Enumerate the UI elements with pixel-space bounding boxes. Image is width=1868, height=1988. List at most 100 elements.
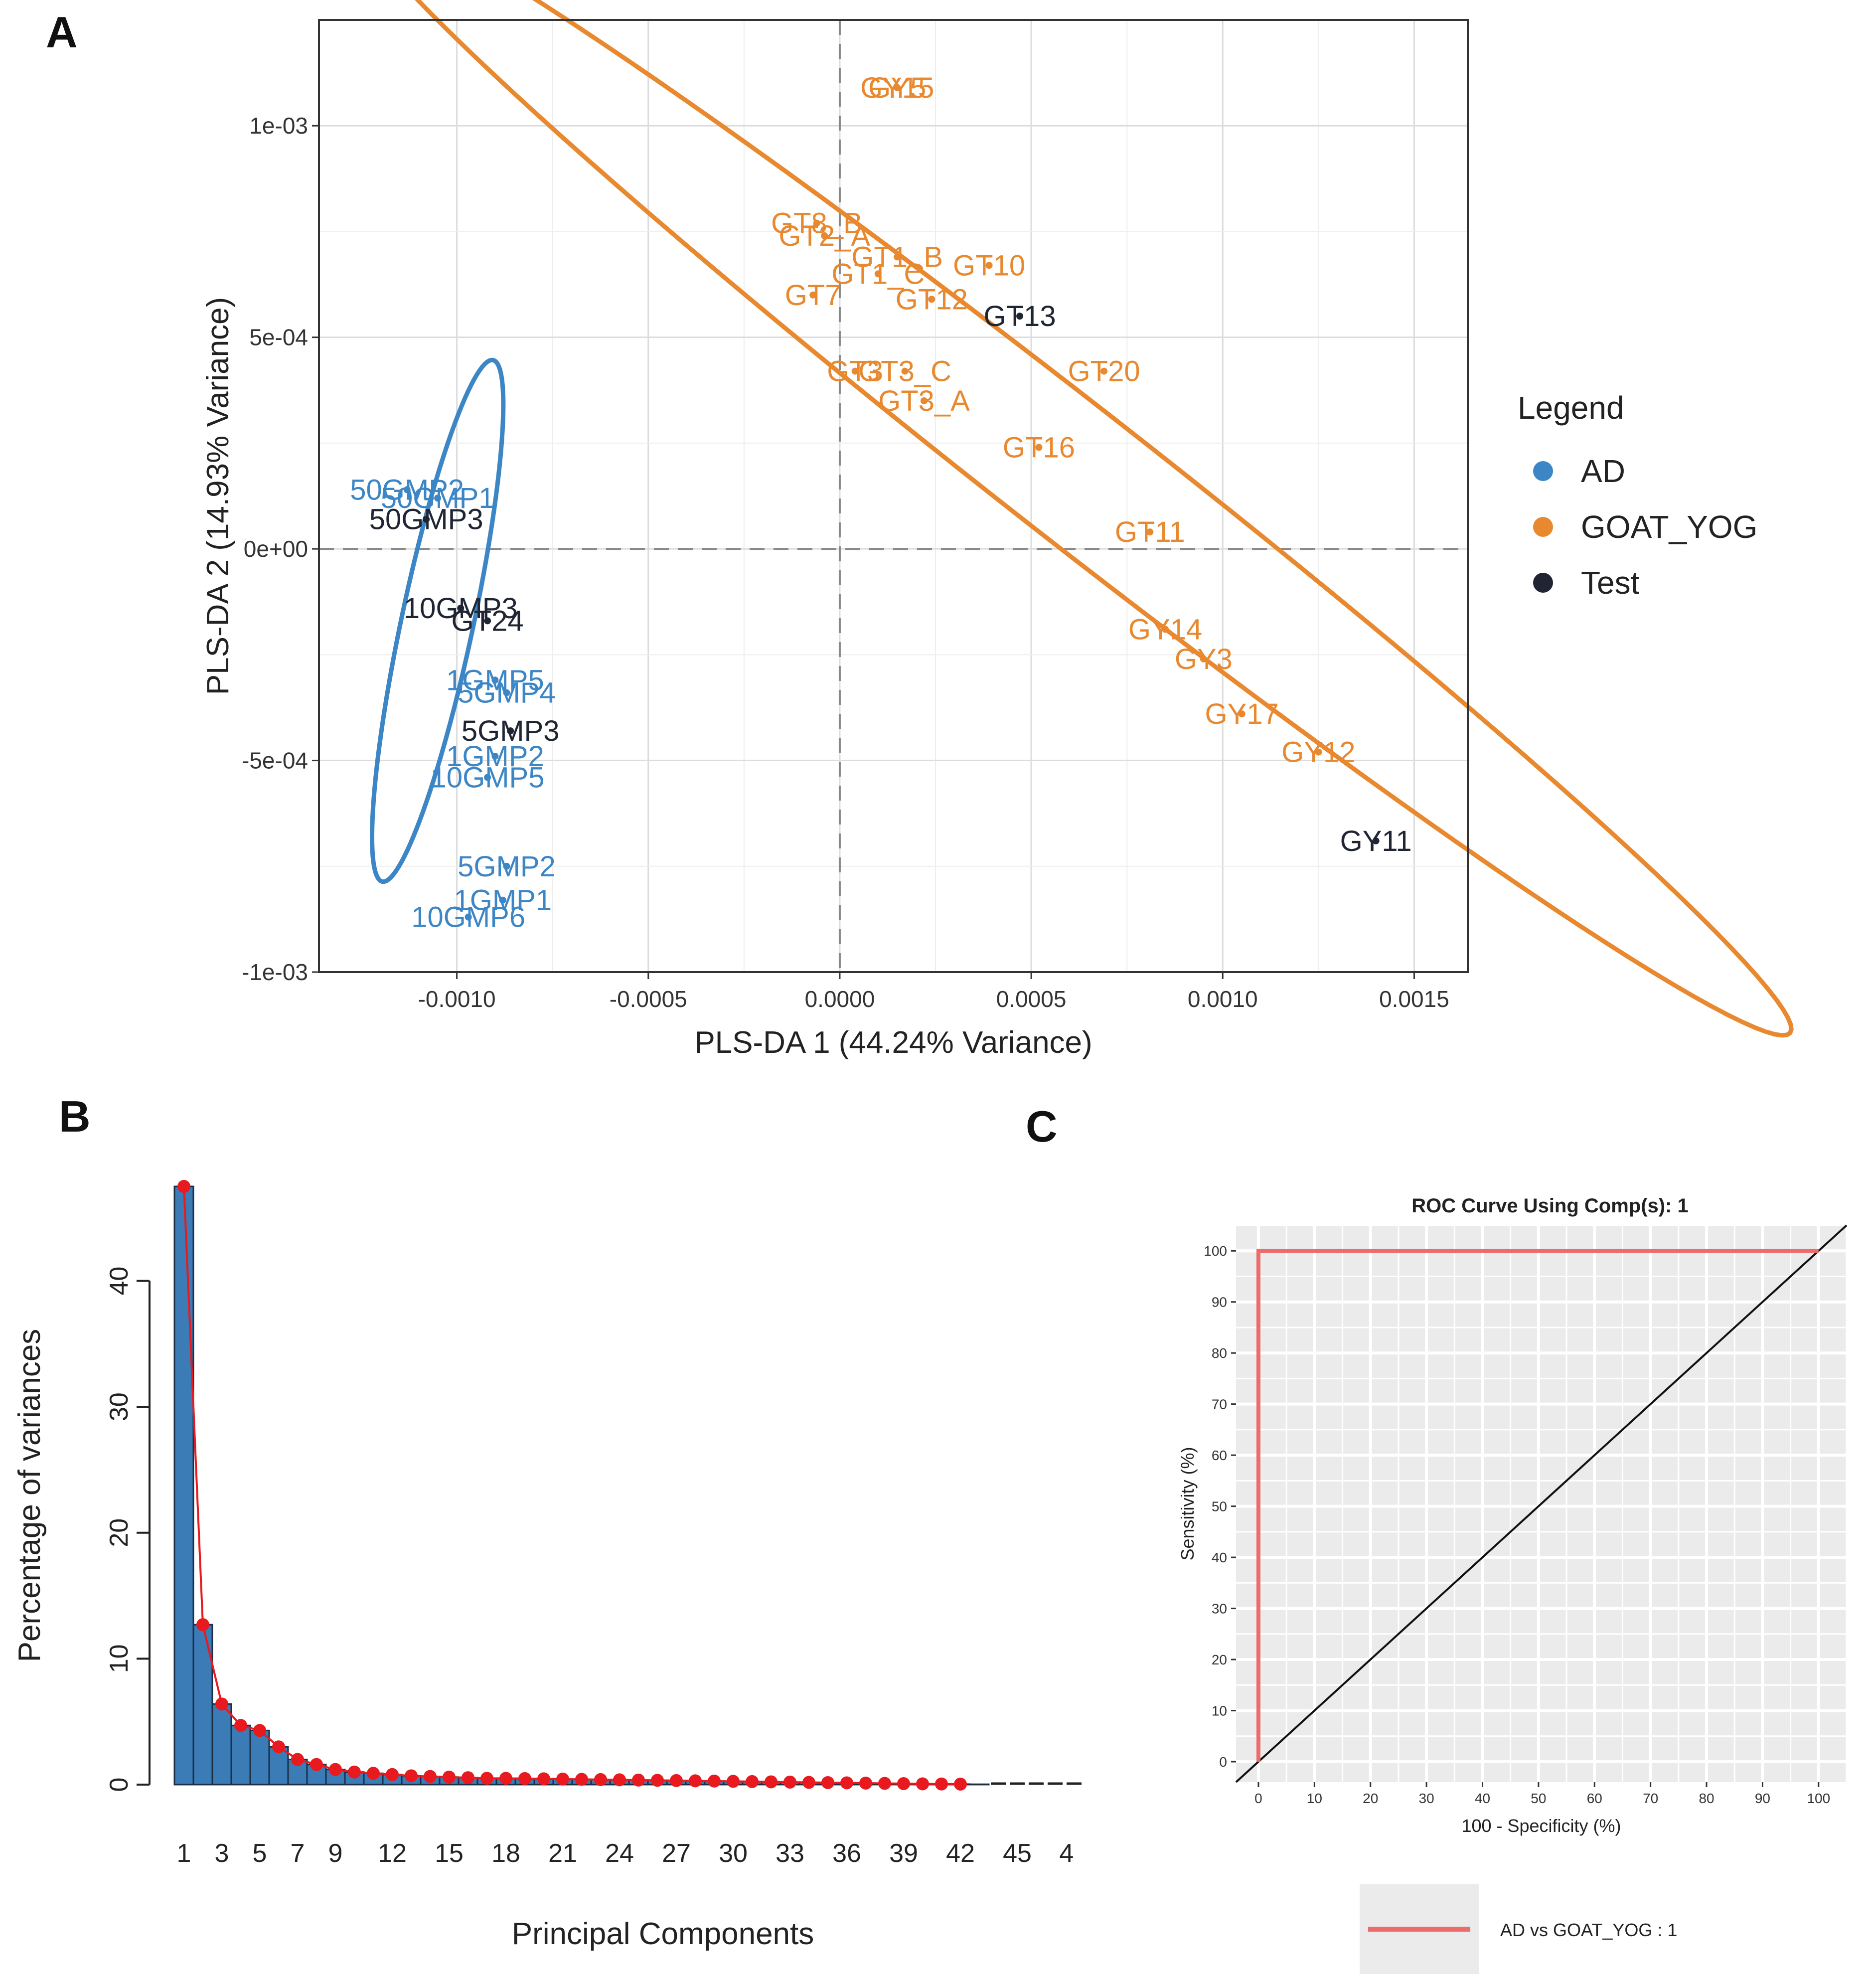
data-point [1315,748,1322,756]
panel-a-ellipses [369,0,1794,1038]
x-tick-label: 7 [291,1839,305,1868]
x-tick-label: 1 [177,1839,191,1868]
x-tick-label: 90 [1755,1791,1770,1806]
point-label: GY12 [1281,736,1355,769]
panel-a-y-axis-title: PLS-DA 2 (14.93% Variance) [201,297,235,695]
roc-curve [1256,1249,1819,1762]
point-label: GT8_B [771,207,863,239]
data-point [901,367,909,375]
y-tick-label: 30 [1212,1601,1227,1617]
y-tick-label: 0 [1219,1754,1227,1770]
dot [196,1618,209,1632]
trend-line [183,1186,961,1785]
point-label: 10GMP6 [411,901,525,934]
x-tick-label: 20 [1363,1791,1378,1806]
panel-a-legend: Legend AD GOAT_YOG Test [1518,390,1757,601]
dot [386,1768,399,1781]
y-tick-label: 0e+00 [244,536,308,562]
dot [367,1767,380,1780]
point-label: GY3 [1175,643,1233,675]
y-tick-label: 20 [105,1518,134,1547]
dot [840,1776,853,1790]
x-tick-label: 33 [776,1839,804,1868]
x-tick-label: 21 [548,1839,577,1868]
bar [969,1783,990,1786]
data-point [503,689,510,696]
panel-c-y-axis-title: Sensitivity (%) [1177,1447,1198,1560]
point-label: GY11 [1340,825,1412,857]
x-tick-label: 100 [1807,1791,1830,1806]
point-label: GT3_A [878,385,970,417]
data-point [1162,626,1169,633]
dot [499,1772,512,1785]
point-label: 1GMP1 [454,884,552,917]
dot [443,1770,456,1784]
panel-letter-c: C [1026,1102,1058,1151]
legend-label-ad: AD [1581,453,1625,489]
legend-label-roc: AD vs GOAT_YOG : 1 [1500,1920,1677,1940]
dot [253,1724,266,1737]
bar [211,1703,232,1786]
x-tick-label: 3 [215,1839,229,1868]
dot [916,1777,929,1791]
data-point [457,604,465,612]
dot [859,1776,872,1790]
point-label: GT1_C [831,258,925,290]
panel-a-x-axis-title: PLS-DA 1 (44.24% Variance) [694,1025,1092,1060]
dot [821,1776,834,1789]
point-label: 50GMP2 [350,474,464,506]
dot [537,1772,550,1786]
point-label: GT11 [1115,516,1185,548]
x-tick-label: 18 [491,1839,520,1868]
panel-a-y-ticks: -1e-03 -5e-04 0e+00 5e-04 1e-03 [242,113,319,985]
dot [765,1775,778,1789]
ellipse-goat-yog [415,0,1794,1038]
data-point [894,84,901,91]
point-label: GT20 [1068,355,1140,388]
dot [518,1772,531,1785]
data-point [499,896,506,904]
y-tick-label: 1e-03 [249,113,308,139]
y-tick-label: 80 [1212,1345,1227,1361]
dot [746,1775,759,1788]
dot [689,1774,702,1788]
x-tick-label: 10 [1307,1791,1322,1806]
x-tick-label: 45 [1003,1839,1032,1868]
point-label: 5GMP3 [462,715,560,747]
point-label: GT1_B [851,241,943,273]
point-label: GT2_A [778,220,870,252]
data-point [821,232,828,239]
bar [230,1724,251,1786]
panel-c-y-ticks: 0 10 20 30 40 50 60 70 80 90 100 [1204,1243,1236,1770]
data-point [1372,837,1380,844]
legend-marker-test [1533,573,1553,593]
dot [424,1770,437,1783]
y-tick-label: 40 [1212,1550,1227,1565]
y-tick-label: 40 [105,1267,134,1296]
data-point [1200,655,1207,663]
dot [727,1775,740,1788]
panel-b-scree-plot: 0 10 20 30 40 1 3 5 7 9 12 15 18 21 24 27 30 33 36 39 42 45 4… [12,1180,1082,1951]
y-tick-label: 60 [1212,1448,1227,1463]
panel-c-roc-curve: ROC Curve Using Comp(s): 1 0 10 20 30 40 50 60… [1177,1195,1848,1974]
dot [897,1777,910,1790]
point-label: GT10 [953,249,1025,282]
dot [594,1773,607,1786]
dot [670,1774,683,1787]
x-tick-label: 15 [435,1839,464,1868]
x-tick-label: 36 [832,1839,861,1868]
point-label: 10GMP5 [431,762,545,794]
x-tick-label: 30 [1419,1791,1434,1806]
panel-a-x-ticks: -0.0010 -0.0005 0.0000 0.0005 0.0010 0.0015 [418,972,1449,1012]
dot [954,1777,967,1791]
dot [556,1772,569,1786]
x-tick-label: 12 [378,1839,407,1868]
x-tick-label: 60 [1587,1791,1602,1806]
x-tick-label: 0.0005 [996,986,1067,1012]
y-tick-label: 100 [1204,1243,1227,1259]
panel-a-points [403,84,1380,921]
data-point [1146,528,1154,536]
data-point [1035,444,1043,451]
point-label: 50GMP1 [381,482,495,514]
panel-a-frame [318,19,1469,973]
